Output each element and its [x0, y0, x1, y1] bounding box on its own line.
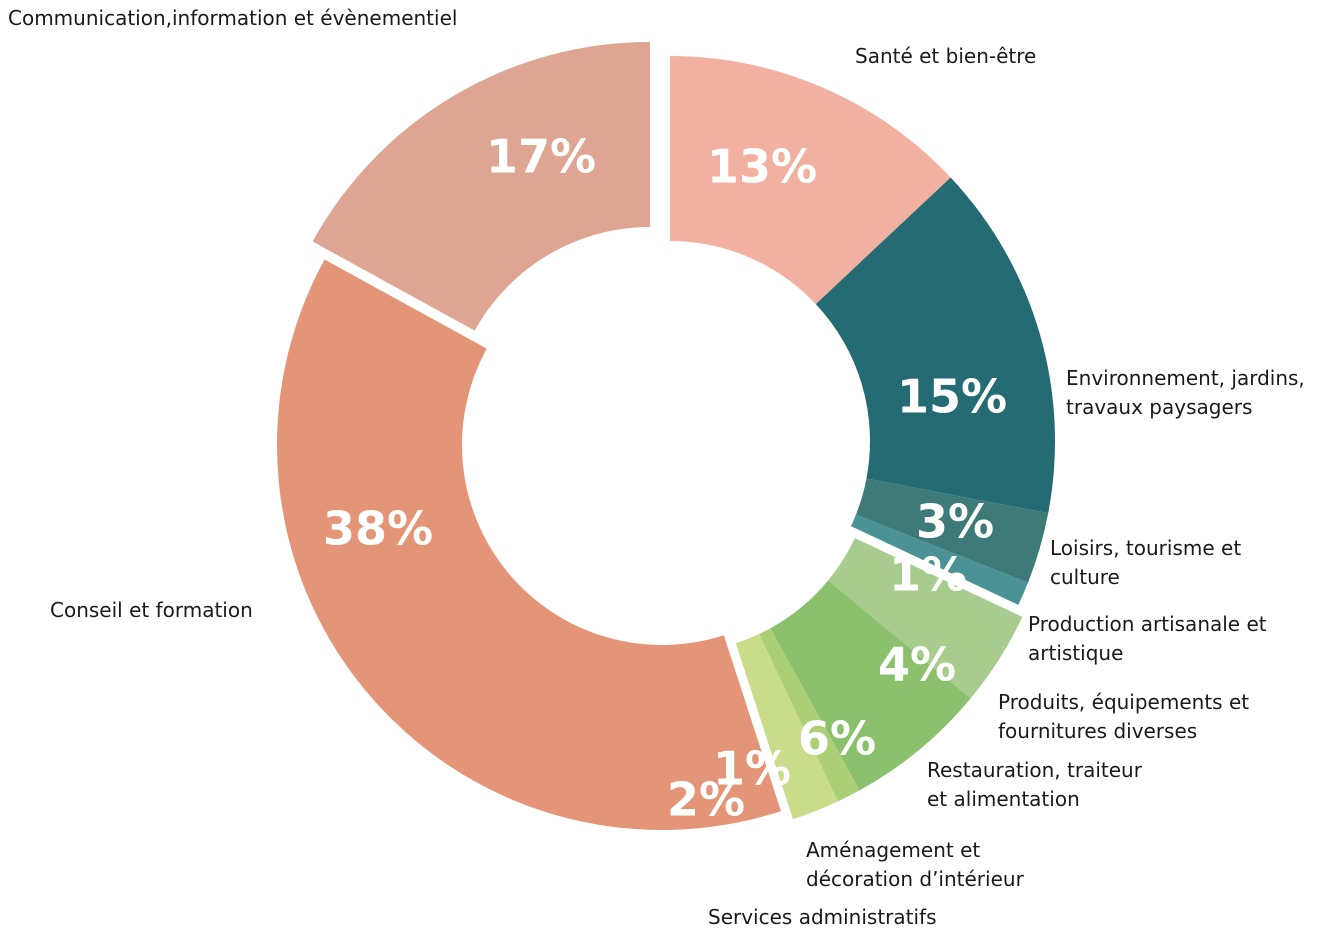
- category-label: Produits, équipements et fournitures div…: [998, 690, 1250, 743]
- category-label: Santé et bien-être: [855, 44, 1037, 68]
- value-label: 13%: [707, 140, 817, 194]
- category-label: Loisirs, tourisme et culture: [1050, 536, 1242, 589]
- value-label: 6%: [798, 712, 876, 766]
- donut-slice: [815, 177, 1055, 514]
- donut-slice: [770, 580, 971, 791]
- donut-slice: [670, 56, 951, 305]
- donut-slice: [759, 628, 860, 802]
- donut-slice: [828, 538, 1023, 699]
- donut-slice: [735, 633, 838, 820]
- value-label: 38%: [323, 502, 433, 556]
- category-label: Aménagement et décoration d’intérieur: [806, 838, 1024, 891]
- value-label: 2%: [667, 773, 745, 827]
- category-label: Communication,information et évènementie…: [8, 6, 458, 30]
- value-label: 15%: [897, 370, 1007, 424]
- value-label: 3%: [916, 495, 994, 549]
- category-label: Services administratifs: [708, 905, 937, 929]
- donut-slice: [855, 478, 1049, 583]
- donut-slice: [276, 259, 781, 830]
- donut-slice: [850, 514, 1028, 605]
- category-label: Restauration, traiteur et alimentation: [927, 758, 1142, 811]
- value-label: 1%: [713, 742, 791, 796]
- category-label: Conseil et formation: [50, 598, 253, 622]
- category-label: Environnement, jardins, travaux paysager…: [1066, 366, 1305, 419]
- value-label: 4%: [878, 638, 956, 692]
- category-label: Production artisanale et artistique: [1028, 612, 1267, 665]
- value-label: 1%: [889, 548, 967, 602]
- donut-slice: [312, 42, 650, 331]
- value-label: 17%: [486, 130, 596, 184]
